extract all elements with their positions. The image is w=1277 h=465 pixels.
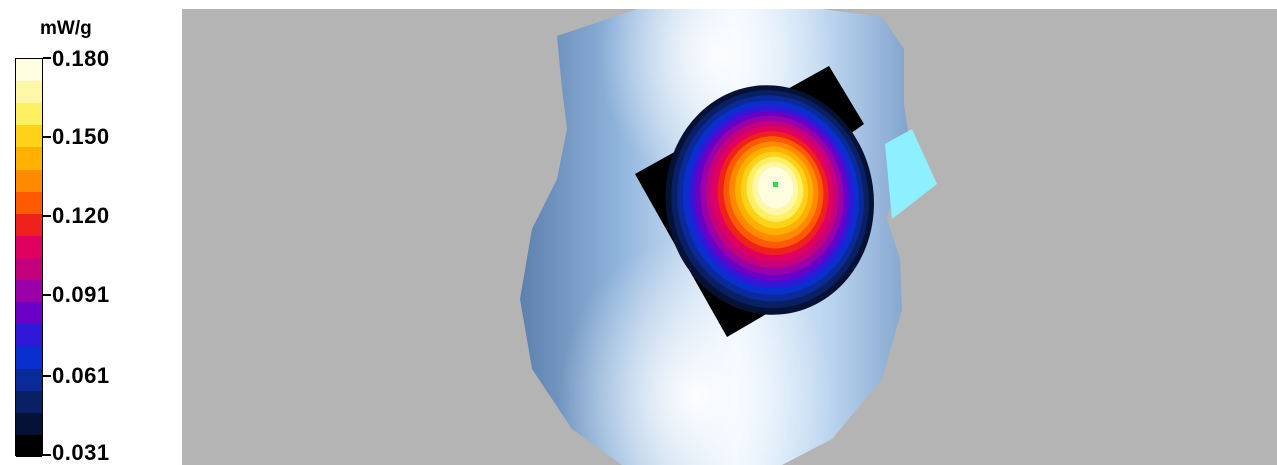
panel-divider (180, 0, 182, 465)
colorbar-swatch (16, 390, 42, 414)
sar-contours (665, 85, 874, 315)
colorbar-swatch (16, 280, 42, 303)
colorbar-tick (43, 57, 51, 59)
sar-contour-ring (758, 166, 794, 209)
colorbar-tick (43, 454, 51, 456)
colorbar-tick-label: 0.120 (52, 203, 110, 228)
colorbar-swatch (16, 191, 42, 215)
colorbar-swatch (16, 169, 42, 193)
colorbar-swatch (16, 258, 42, 281)
legend-unit-label: mW/g (40, 18, 92, 39)
colorbar-swatch (16, 103, 42, 126)
colorbar-tick-label: 0.031 (52, 440, 110, 465)
colorbar-swatch (16, 59, 42, 82)
colorbar (15, 58, 43, 458)
colorbar-swatch (16, 213, 42, 237)
colorbar-swatch (16, 125, 42, 148)
colorbar-tick-label: 0.180 (52, 46, 110, 71)
colorbar-tick (43, 294, 51, 296)
colorbar-tick (43, 375, 51, 377)
colorbar-swatch (16, 434, 42, 458)
colorbar-tick-label: 0.061 (52, 363, 110, 388)
colorbar-swatch (16, 346, 42, 370)
3d-viewport[interactable] (182, 9, 1277, 465)
colorbar-tick (43, 136, 51, 138)
colorbar-swatch (16, 147, 42, 171)
peak-marker (773, 182, 778, 187)
sar-scene (520, 9, 937, 465)
reference-plate (885, 129, 937, 219)
colorbar-swatch (16, 302, 42, 325)
colorbar-swatch (16, 81, 42, 104)
colorbar-swatch (16, 412, 42, 436)
colorbar-swatch (16, 324, 42, 347)
colorbar-tick (43, 215, 51, 217)
colorbar-legend: mW/g 0.180 0.150 0.120 0.091 0.061 0.031 (0, 0, 180, 465)
colorbar-swatch (16, 235, 42, 259)
colorbar-swatch (16, 368, 42, 392)
colorbar-tick-label: 0.150 (52, 124, 110, 149)
colorbar-tick-label: 0.091 (52, 282, 110, 307)
